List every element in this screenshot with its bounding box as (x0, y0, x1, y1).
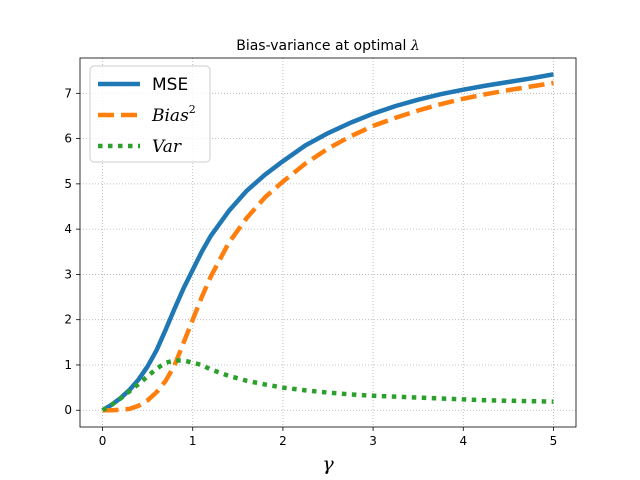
legend-box (89, 65, 211, 163)
y-tick-label: 1 (64, 358, 72, 372)
series-line-bias2 (102, 80, 554, 413)
legend-label-bias2: Bias2 (151, 103, 196, 126)
x-tick-label: 3 (369, 434, 377, 448)
x-tick-label: 2 (279, 434, 287, 448)
y-tick-label: 0 (64, 403, 72, 417)
x-tick-label: 5 (550, 434, 558, 448)
legend: MSE Bias2 Var (89, 65, 211, 163)
x-tick-label: 4 (459, 434, 467, 448)
y-tick-label: 2 (64, 313, 72, 327)
series-line-var (101, 358, 554, 413)
y-tick-label: 6 (64, 132, 72, 146)
legend-label-mse: MSE (152, 75, 188, 95)
x-axis-label: γ (322, 453, 334, 475)
x-tick-label: 0 (99, 434, 107, 448)
series-line-mse (101, 72, 554, 413)
x-tick-label: 1 (189, 434, 197, 448)
y-tick-label: 7 (64, 86, 72, 100)
chart-title: Bias-variance at optimal λ (236, 38, 420, 54)
y-tick-label: 4 (64, 222, 72, 236)
y-tick-label: 3 (64, 267, 72, 281)
y-tick-label: 5 (64, 177, 72, 191)
legend-label-var: Var (152, 137, 182, 157)
plot-area: 0 1 2 3 4 5 0 1 2 3 4 5 6 7 (64, 57, 577, 448)
plot-frame (79, 57, 577, 428)
